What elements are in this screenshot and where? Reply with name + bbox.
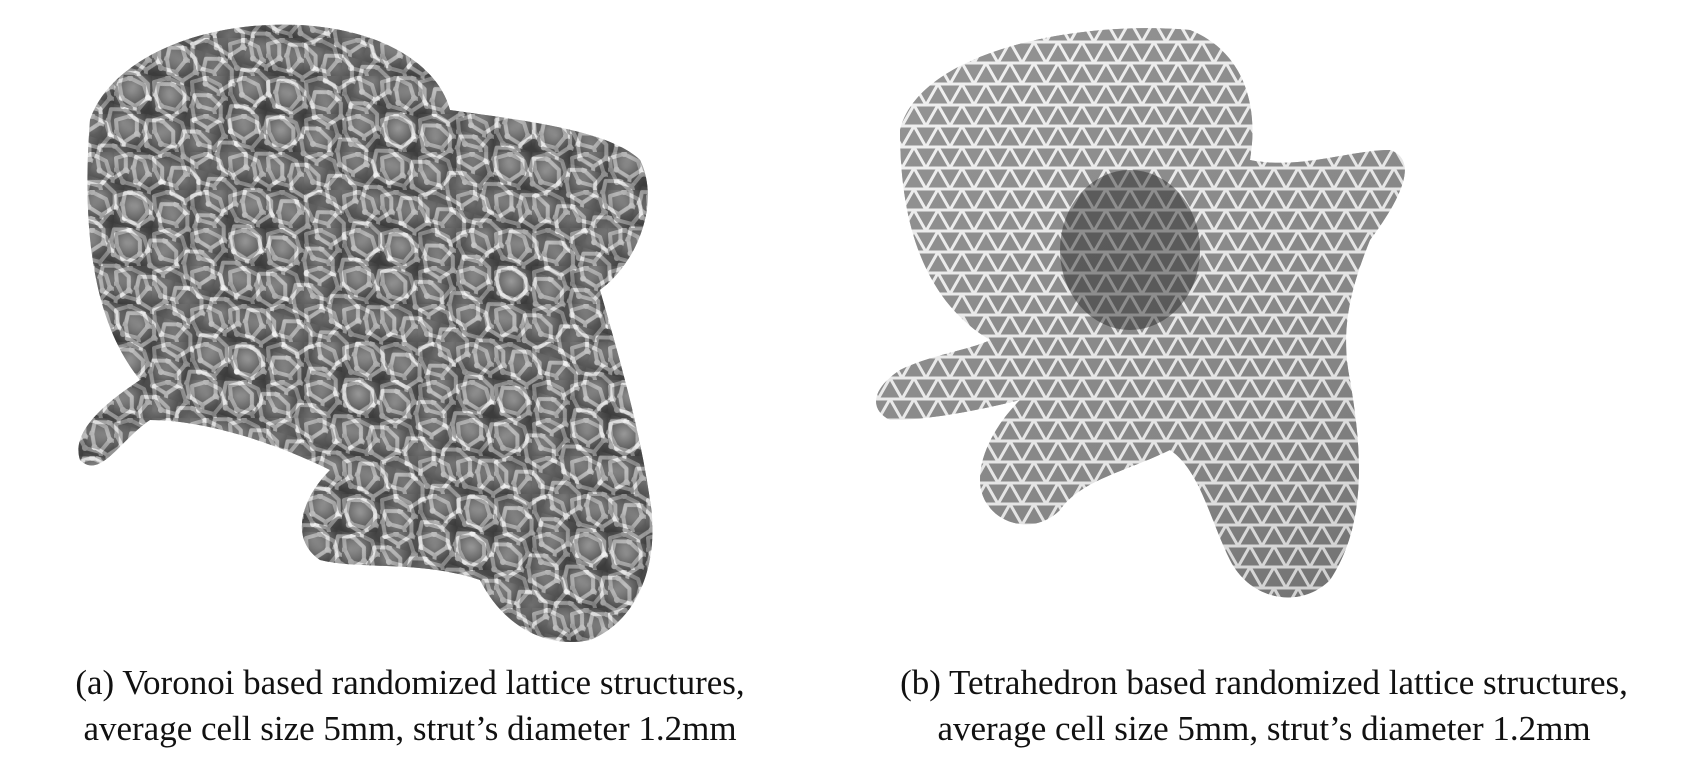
caption-a-line1: (a) Voronoi based randomized lattice str… [75,663,745,702]
voronoi-lattice-render [0,0,820,650]
caption-b: (b) Tetrahedron based randomized lattice… [830,660,1698,752]
caption-a: (a) Voronoi based randomized lattice str… [0,660,820,752]
panel-a: (a) Voronoi based randomized lattice str… [0,0,820,772]
caption-b-line2: average cell size 5mm, strut’s diameter … [937,709,1591,748]
canal-shadow [1060,170,1200,330]
panel-b: (b) Tetrahedron based randomized lattice… [830,0,1698,772]
tetrahedron-lattice-render [830,0,1698,650]
caption-b-line1: (b) Tetrahedron based randomized lattice… [900,663,1628,702]
caption-a-line2: average cell size 5mm, strut’s diameter … [83,709,737,748]
